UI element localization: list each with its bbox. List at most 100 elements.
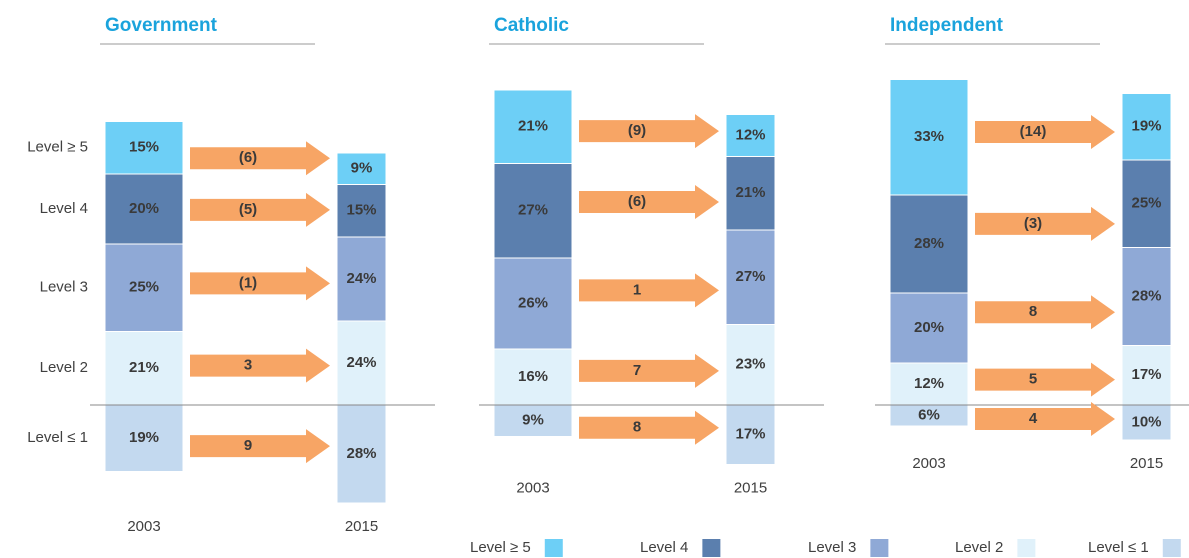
row-label: Level ≤ 1 [27,429,88,446]
change-arrow [190,429,330,464]
data-label: 16% [518,368,548,385]
row-label: Level 2 [40,359,88,376]
panel-title: Independent [890,15,1004,36]
data-label: 21% [518,118,548,135]
data-label: 9% [522,412,544,429]
bar-segment [493,163,573,259]
data-label: 25% [129,279,159,296]
change-label: 7 [633,362,641,379]
change-arrow [579,114,719,149]
bar-segment [493,404,573,437]
data-label: 25% [1131,195,1161,212]
bar-segment [889,194,969,294]
x-tick-label: 2003 [912,455,945,472]
x-tick-label: 2003 [127,518,160,535]
change-arrow [579,353,719,388]
legend-label: Level ≤ 1 [1088,539,1149,556]
x-tick-label: 2015 [1130,455,1163,472]
bar-segment [493,348,573,406]
data-label: 26% [518,294,548,311]
change-arrow [975,402,1115,436]
bar-segment [725,324,776,406]
data-label: 23% [735,356,765,373]
bar-segment [1121,404,1172,441]
change-arrow [975,362,1115,397]
data-label: 27% [735,268,765,285]
data-label: 15% [346,202,376,219]
change-label: (3) [1024,215,1042,232]
bar-segment [104,404,184,472]
legend-swatch [544,539,563,557]
bar-segment [493,257,573,350]
change-label: 5 [1029,371,1037,388]
bar-segment [725,114,776,157]
data-label: 20% [129,200,159,217]
x-tick-label: 2015 [734,479,767,496]
data-label: 20% [914,319,944,336]
change-label: 1 [633,281,641,298]
bar-segment [336,320,387,406]
x-tick-label: 2003 [516,479,549,496]
data-label: 19% [129,429,159,446]
row-label: Level 4 [40,200,88,217]
bar-segment [725,156,776,231]
change-label: (5) [239,201,257,218]
data-label: 24% [346,270,376,287]
change-label: (14) [1020,123,1047,140]
change-label: 8 [1029,303,1037,320]
change-arrow [579,185,719,219]
data-label: 10% [1131,413,1161,430]
bar-segment [725,229,776,325]
bar-segment [1121,247,1172,346]
change-label: 9 [244,437,252,454]
legend-label: Level 3 [808,539,856,556]
change-label: 8 [633,419,641,436]
change-label: 3 [244,357,252,374]
bar-segment [104,331,184,406]
bar-segment [104,173,184,245]
bar-segment [1121,93,1172,161]
legend-swatch [1017,539,1036,557]
bar-segment [336,152,387,185]
x-tick-label: 2015 [345,518,378,535]
legend-label: Level 4 [640,539,688,556]
data-label: 27% [518,202,548,219]
change-arrow [975,295,1115,330]
bar-segment [336,236,387,322]
data-label: 17% [735,426,765,443]
change-arrow [975,206,1115,241]
data-label: 15% [129,139,159,156]
legend-swatch [702,539,721,557]
change-label: (9) [628,122,646,139]
data-label: 28% [346,445,376,462]
data-label: 21% [129,359,159,376]
data-label: 33% [914,128,944,145]
change-arrow [190,192,330,227]
data-label: 12% [735,126,765,143]
change-label: (1) [239,274,257,291]
row-label: Level ≥ 5 [27,139,88,156]
change-arrow [190,266,330,301]
data-label: 28% [914,235,944,252]
panel-title: Catholic [494,15,569,36]
panel-title: Government [105,15,218,36]
data-label: 24% [346,354,376,371]
change-arrow [975,115,1115,149]
data-label: 28% [1131,287,1161,304]
change-arrow [190,141,330,176]
data-label: 6% [918,406,940,423]
data-label: 17% [1131,366,1161,383]
legend-label: Level 2 [955,539,1003,556]
legend-swatch [1162,539,1181,557]
bar-segment [336,184,387,238]
bar-segment [889,79,969,196]
change-label: (6) [628,193,646,210]
legend-label: Level ≥ 5 [470,539,531,556]
data-label: 12% [914,375,944,392]
data-label: 9% [351,160,373,177]
row-label: Level 3 [40,279,88,296]
change-label: (6) [239,149,257,166]
data-label: 21% [735,184,765,201]
bar-segment [336,404,387,504]
